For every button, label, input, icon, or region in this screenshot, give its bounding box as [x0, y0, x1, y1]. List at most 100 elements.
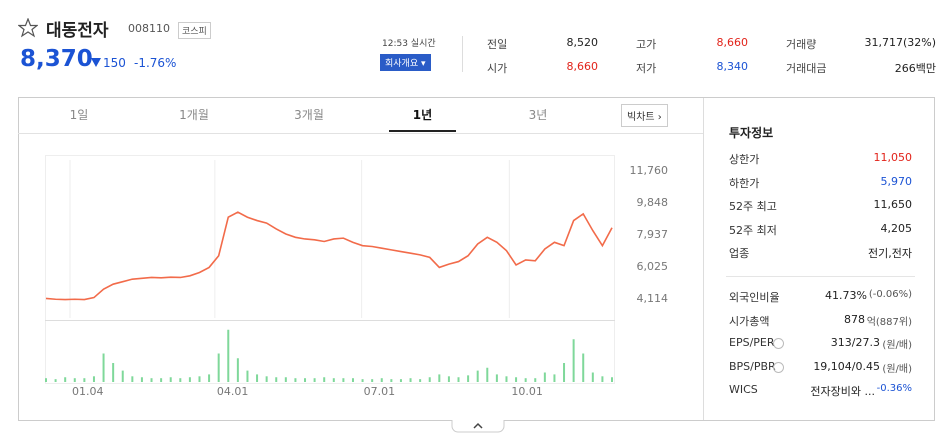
current-price: 8,370	[20, 46, 93, 72]
summary-value: 8,660	[566, 60, 599, 73]
update-time: 12:53 실시간	[382, 39, 436, 49]
volume-bar	[275, 377, 278, 382]
y-tick-label: 7,937	[637, 228, 669, 241]
volume-bar	[409, 378, 412, 382]
info-label: 상한가	[729, 153, 760, 166]
volume-bar	[188, 377, 191, 382]
volume-bar	[284, 377, 287, 382]
volume-bar	[438, 374, 441, 382]
info-value: 313/27.3	[830, 336, 880, 349]
info-extra: (원/배)	[882, 340, 912, 351]
stock-name: 대동전자	[46, 21, 109, 41]
y-tick-label: 6,025	[637, 260, 669, 273]
volume-bar	[591, 372, 594, 382]
x-tick-label: 10.01	[511, 385, 543, 398]
volume-bar	[121, 370, 124, 382]
volume-bar	[256, 374, 259, 382]
y-tick-label: 9,848	[637, 196, 669, 209]
info-value: 전기,전자	[868, 247, 912, 260]
volume-bar	[543, 372, 546, 382]
volume-bar	[572, 339, 575, 382]
volume-bar	[457, 377, 460, 382]
volume-bar	[227, 329, 230, 382]
collapse-handle[interactable]	[451, 420, 505, 433]
volume-bar	[399, 379, 402, 382]
company-button-label: 회사개요	[385, 59, 419, 69]
summary-label: 시가	[487, 62, 508, 75]
volume-bar	[265, 376, 268, 382]
x-tick-label: 01.04	[72, 385, 104, 398]
summary-value: 31,717(32%)	[864, 36, 936, 49]
volume-bar	[112, 363, 115, 382]
volume-bar	[495, 374, 498, 382]
tab[interactable]: 1개월	[179, 108, 209, 122]
tab[interactable]: 3개월	[294, 108, 324, 122]
volume-bar	[553, 374, 556, 382]
volume-bar	[169, 377, 172, 382]
volume-bar	[563, 363, 566, 382]
info-value: 4,205	[880, 221, 913, 235]
info-value: 41.73%	[825, 289, 867, 302]
collapse-arrow	[473, 422, 483, 429]
volume-bar	[419, 379, 422, 382]
x-tick-label: 07.01	[364, 385, 396, 398]
info-value: 11,050	[873, 151, 913, 164]
volume-bar	[476, 370, 479, 382]
info-extra: -0.36%	[876, 383, 912, 394]
info-label: 하한가	[729, 176, 760, 190]
info-value: 878	[844, 312, 865, 326]
info-label: BPS/PBR	[729, 359, 776, 373]
volume-bar	[160, 378, 163, 382]
volume-bar	[45, 378, 47, 382]
volume-bar	[150, 378, 153, 382]
summary-value: 8,340	[716, 60, 749, 73]
volume-bar	[390, 379, 393, 382]
summary-label: 전일	[487, 38, 508, 51]
summary-value: 8,520	[566, 36, 599, 49]
volume-bar	[601, 376, 604, 382]
info-extra: (-0.06%)	[868, 289, 912, 300]
info-value: 19,104/0.45	[813, 359, 880, 373]
info-label: 시가총액	[729, 314, 770, 328]
favorite-star[interactable]	[18, 18, 38, 38]
help-icon	[773, 338, 784, 349]
tab-active[interactable]: 1년	[389, 98, 456, 132]
volume-bar	[371, 379, 374, 382]
info-label: WICS	[729, 383, 758, 396]
volume-bar	[447, 376, 450, 382]
market-badge: 코스피	[178, 22, 211, 39]
price-change: 150	[103, 56, 126, 70]
y-tick-label: 4,114	[637, 292, 669, 305]
price-line	[45, 211, 613, 301]
volume-bar	[380, 378, 383, 382]
volume-bar	[246, 370, 249, 382]
volume-bar	[467, 375, 470, 382]
summary-label: 저가	[636, 62, 657, 75]
plot-frame	[45, 155, 615, 384]
volume-bar	[140, 377, 143, 382]
volume-bar	[351, 378, 354, 382]
tab[interactable]: 3년	[528, 108, 548, 122]
volume-bar	[198, 376, 201, 382]
stock-code: 008110	[128, 22, 170, 35]
change-rate: -1.76%	[134, 56, 177, 70]
company-button[interactable]: 회사개요 ▾	[380, 54, 431, 71]
big-chart-button[interactable]: 빅차트 ›	[621, 104, 668, 127]
volume-bar	[323, 377, 326, 382]
help-icon	[773, 361, 784, 373]
volume-bar	[524, 378, 527, 382]
info-extra: 억(887위)	[866, 316, 912, 328]
volume-bar	[131, 376, 134, 382]
tab[interactable]: 1일	[69, 108, 89, 122]
volume-bar	[361, 379, 364, 382]
volume-bar	[304, 378, 307, 382]
down-arrow	[91, 58, 101, 67]
volume-bar	[73, 378, 76, 382]
volume-bar	[208, 374, 211, 382]
info-value: 5,970	[880, 174, 913, 188]
volume-bar	[54, 379, 57, 382]
summary-value: 8,660	[716, 36, 749, 49]
volume-bar	[102, 353, 105, 382]
volume-bar	[83, 378, 86, 382]
